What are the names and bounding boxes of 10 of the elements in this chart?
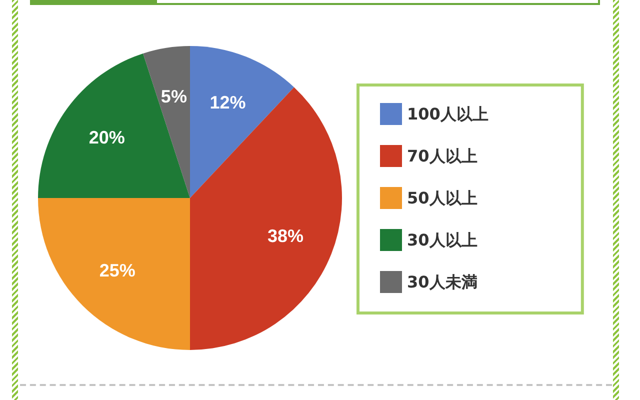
legend-label: 30人以上	[407, 230, 478, 250]
data-label: 5%	[160, 86, 187, 107]
data-label: 20%	[88, 128, 125, 148]
data-label: 12%	[210, 92, 246, 113]
legend-label: 30人未満	[407, 272, 478, 292]
data-label: 25%	[99, 260, 136, 281]
legend-label: 70人以上	[407, 146, 478, 166]
legend-label: 50人以上	[407, 188, 478, 208]
data-label: 38%	[267, 226, 304, 246]
legend-label: 100人以上	[407, 104, 488, 124]
